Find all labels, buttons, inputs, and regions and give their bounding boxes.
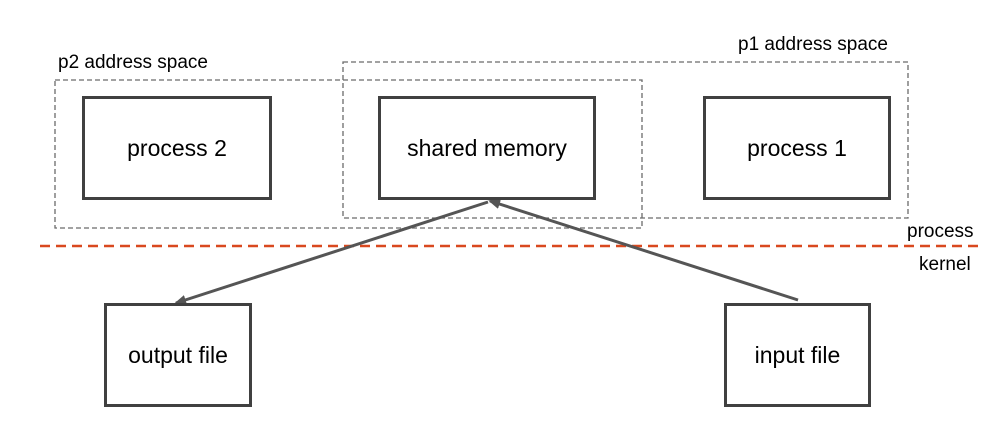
shared-memory-label: shared memory — [407, 135, 567, 162]
arrow-input-file-to-shared-memory — [490, 201, 798, 300]
shared-memory-box: shared memory — [378, 96, 596, 200]
p1-address-space-label: p1 address space — [738, 35, 888, 54]
kernel-label: kernel — [919, 255, 971, 274]
output-file-label: output file — [128, 342, 228, 369]
output-file-box: output file — [104, 303, 252, 407]
p2-address-space-label: p2 address space — [58, 53, 208, 72]
process-1-label: process 1 — [747, 135, 847, 162]
input-file-box: input file — [724, 303, 871, 407]
process-label: process — [907, 222, 974, 241]
process-2-box: process 2 — [82, 96, 272, 200]
process-1-box: process 1 — [703, 96, 891, 200]
process-2-label: process 2 — [127, 135, 227, 162]
input-file-label: input file — [755, 342, 841, 369]
arrow-shared-memory-to-output-file — [176, 202, 488, 303]
